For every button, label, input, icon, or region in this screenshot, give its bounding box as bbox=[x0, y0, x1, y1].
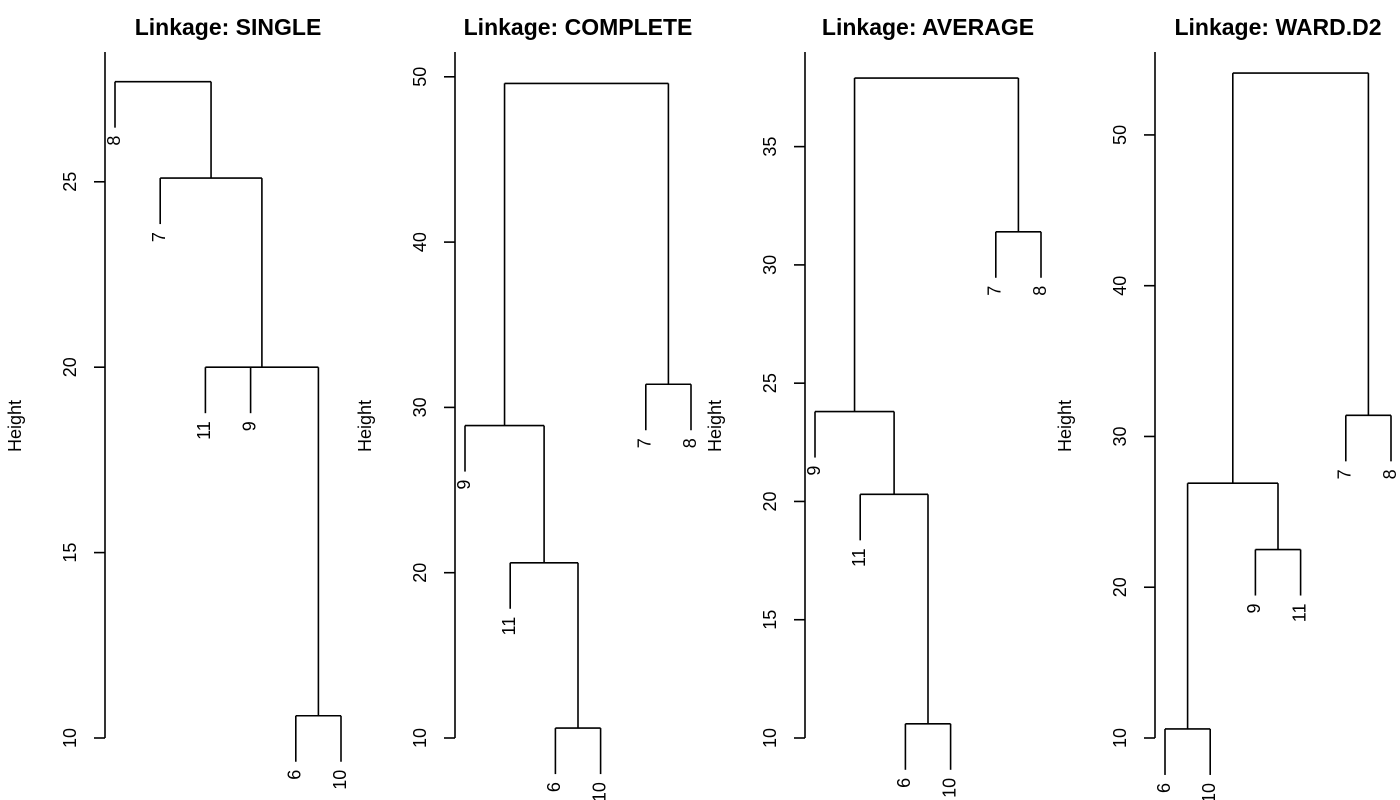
y-tick-label: 20 bbox=[1110, 577, 1130, 597]
leaf-label: 11 bbox=[1289, 604, 1309, 623]
y-tick-label: 25 bbox=[760, 373, 780, 393]
y-tick-label: 10 bbox=[410, 728, 430, 748]
y-tick-label: 25 bbox=[60, 172, 80, 192]
leaf-label: 11 bbox=[849, 548, 869, 567]
y-tick-label: 30 bbox=[760, 255, 780, 275]
y-tick-label: 10 bbox=[760, 728, 780, 748]
leaf-label: 8 bbox=[1380, 469, 1400, 479]
leaf-label: 9 bbox=[804, 466, 824, 476]
leaf-label: 9 bbox=[1244, 604, 1264, 614]
leaf-label: 8 bbox=[104, 136, 124, 146]
leaf-label: 6 bbox=[544, 782, 564, 792]
leaf-label: 11 bbox=[499, 617, 519, 636]
y-axis-label: Height bbox=[5, 400, 25, 452]
y-axis-label: Height bbox=[355, 400, 375, 452]
y-tick-label: 15 bbox=[760, 610, 780, 630]
y-tick-label: 40 bbox=[410, 232, 430, 252]
panel-ward-d2-linkage: Linkage: WARD.D2 Height 10 20 30 40 50 6 10 9 11… bbox=[1055, 14, 1400, 800]
leaf-label: 11 bbox=[194, 421, 214, 440]
panel-average-linkage: Linkage: AVERAGE Height 10 15 20 25 30 35 6 10 1… bbox=[705, 14, 1050, 798]
y-tick-label: 10 bbox=[60, 728, 80, 748]
leaf-label: 6 bbox=[894, 778, 914, 788]
leaf-label: 7 bbox=[985, 286, 1005, 296]
leaf-label: 6 bbox=[285, 770, 305, 780]
y-axis-label: Height bbox=[705, 400, 725, 452]
leaf-label: 9 bbox=[454, 480, 474, 490]
leaf-label: 7 bbox=[635, 438, 655, 448]
leaf-label: 7 bbox=[1335, 469, 1355, 479]
leaf-label: 8 bbox=[1030, 286, 1050, 296]
panel-single-linkage: Linkage: SINGLE Height 10 15 20 25 6 10 11 9 7 8 bbox=[5, 14, 350, 790]
y-tick-label: 40 bbox=[1110, 276, 1130, 296]
y-tick-label: 10 bbox=[1110, 728, 1130, 748]
leaf-label: 10 bbox=[939, 778, 959, 798]
leaf-label: 9 bbox=[239, 421, 259, 431]
leaf-label: 10 bbox=[330, 770, 350, 790]
y-tick-label: 20 bbox=[760, 491, 780, 511]
y-tick-label: 50 bbox=[410, 67, 430, 87]
panel-complete-linkage: Linkage: COMPLETE Height 10 20 30 40 50 6 10 11… bbox=[355, 14, 700, 800]
chart-title: Linkage: AVERAGE bbox=[822, 14, 1034, 40]
y-tick-label: 30 bbox=[410, 397, 430, 417]
y-tick-label: 20 bbox=[60, 357, 80, 377]
chart-title: Linkage: SINGLE bbox=[135, 14, 322, 40]
y-tick-label: 35 bbox=[760, 137, 780, 157]
y-tick-label: 30 bbox=[1110, 426, 1130, 446]
leaf-label: 8 bbox=[680, 438, 700, 448]
y-tick-label: 50 bbox=[1110, 125, 1130, 145]
y-axis-label: Height bbox=[1055, 400, 1075, 452]
leaf-label: 10 bbox=[589, 782, 609, 800]
chart-title: Linkage: WARD.D2 bbox=[1174, 14, 1381, 40]
y-tick-label: 20 bbox=[410, 563, 430, 583]
leaf-label: 7 bbox=[149, 232, 169, 242]
leaf-label: 6 bbox=[1154, 783, 1174, 793]
y-tick-label: 15 bbox=[60, 543, 80, 563]
leaf-label: 10 bbox=[1199, 783, 1219, 800]
chart-title: Linkage: COMPLETE bbox=[464, 14, 693, 40]
